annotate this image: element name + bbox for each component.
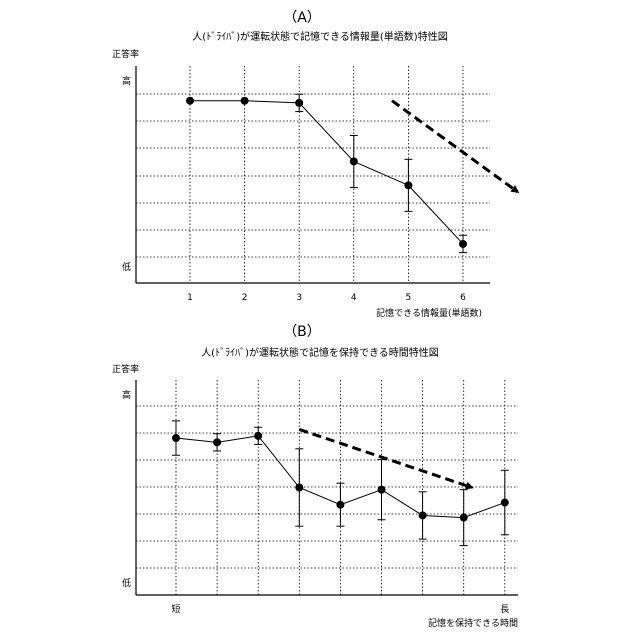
chart-b-axes [136, 380, 518, 595]
chart-b-x-tick-label: 長 [500, 604, 509, 615]
chart-b-x-tick-label: 短 [171, 603, 180, 615]
panel-a-label: （A） [283, 10, 321, 26]
chart-a-xlabel: 記憶できる情報量(単語数) [376, 307, 482, 319]
chart-b-data-point [460, 514, 468, 522]
chart-a-data-point [459, 240, 467, 248]
chart-a-data-point [404, 181, 412, 189]
chart-a: （A） 人(ﾄﾞﾗｲﾊﾞ)が運転状態で記憶できる情報量(単語数)特性図 正答率 … [112, 10, 518, 319]
chart-a-x-tick-label: 2 [242, 293, 248, 303]
chart-b-xlabel: 記憶を保持できる時間 [428, 617, 518, 629]
chart-b-y-high-label: 高 [122, 389, 131, 401]
chart-a-title: 人(ﾄﾞﾗｲﾊﾞ)が運転状態で記憶できる情報量(単語数)特性図 [192, 30, 447, 43]
chart-b-data-point [501, 499, 509, 507]
chart-b-data-point [172, 434, 180, 442]
chart-a-data-point [295, 99, 303, 107]
chart-b-title: 人(ﾄﾞﾗｲﾊﾞ)が運転状態で記憶を保持できる時間特性図 [201, 346, 439, 359]
chart-a-x-tick-label: 1 [187, 293, 193, 303]
chart-b-tick-labels: 短長 [171, 603, 509, 615]
chart-b-data-point [419, 511, 427, 519]
chart-a-x-tick-label: 4 [351, 293, 357, 303]
chart-b-data-point [213, 438, 221, 446]
chart-b-ylabel: 正答率 [112, 363, 139, 375]
panel-b-label: （B） [283, 324, 321, 340]
chart-b: （B） 人(ﾄﾞﾗｲﾊﾞ)が運転状態で記憶を保持できる時間特性図 正答率 高 低… [112, 324, 518, 629]
chart-a-x-tick-label: 5 [406, 293, 412, 303]
chart-a-trend-arrow [392, 101, 518, 192]
chart-a-data-point [350, 157, 358, 165]
chart-b-data-point [336, 501, 344, 509]
chart-a-series [186, 94, 518, 252]
chart-a-data-point [186, 97, 194, 105]
chart-b-data-point [378, 486, 386, 494]
chart-a-x-tick-label: 3 [296, 293, 302, 303]
chart-b-data-point [254, 432, 262, 440]
chart-b-grid [136, 380, 518, 595]
chart-a-x-tick-label: 6 [460, 293, 466, 303]
chart-b-y-low-label: 低 [122, 577, 131, 589]
chart-a-y-high-label: 高 [122, 75, 131, 87]
chart-a-tick-labels: 1 2 3 4 5 6 [187, 293, 466, 303]
chart-a-data-point [241, 97, 249, 105]
chart-b-trend-arrow [299, 429, 472, 487]
chart-b-data-point [295, 484, 303, 492]
chart-a-y-low-label: 低 [122, 261, 131, 273]
chart-a-ylabel: 正答率 [112, 48, 139, 60]
